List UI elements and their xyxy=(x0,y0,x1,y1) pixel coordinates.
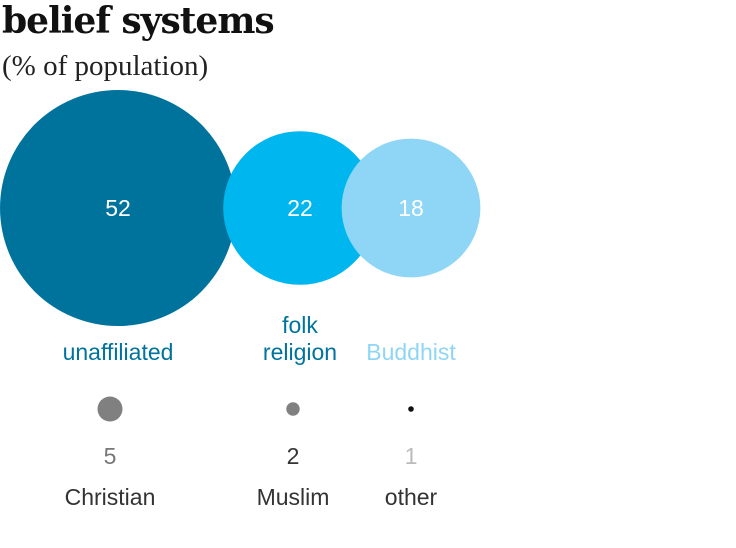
bubble-value-unaffiliated: 52 xyxy=(105,195,131,221)
bubble-label-folk-religion-2: religion xyxy=(263,339,337,365)
chart-title: belief systems xyxy=(2,0,275,42)
dot-label-muslim: Muslim xyxy=(257,484,330,510)
dot-value-other: 1 xyxy=(405,443,418,469)
bubble-buddhist xyxy=(341,138,481,278)
dot-value-christian: 5 xyxy=(104,443,117,469)
dot-muslim xyxy=(286,402,300,416)
bubble-value-folk-religion: 22 xyxy=(287,195,313,221)
bubble-label-buddhist: Buddhist xyxy=(366,339,456,365)
dot-label-other: other xyxy=(385,484,438,510)
dot-value-muslim: 2 xyxy=(287,443,300,469)
bubble-value-buddhist: 18 xyxy=(398,195,424,221)
bubble-label-unaffiliated: unaffiliated xyxy=(63,339,174,365)
dot-label-christian: Christian xyxy=(65,484,156,510)
bubble-label-folk-religion-1: folk xyxy=(282,312,318,338)
bubble-folk-religion xyxy=(223,131,377,285)
dot-christian xyxy=(97,396,123,422)
chart-subtitle: (% of population) xyxy=(2,50,209,82)
dot-other xyxy=(408,406,414,412)
bubble-unaffiliated xyxy=(0,90,236,326)
